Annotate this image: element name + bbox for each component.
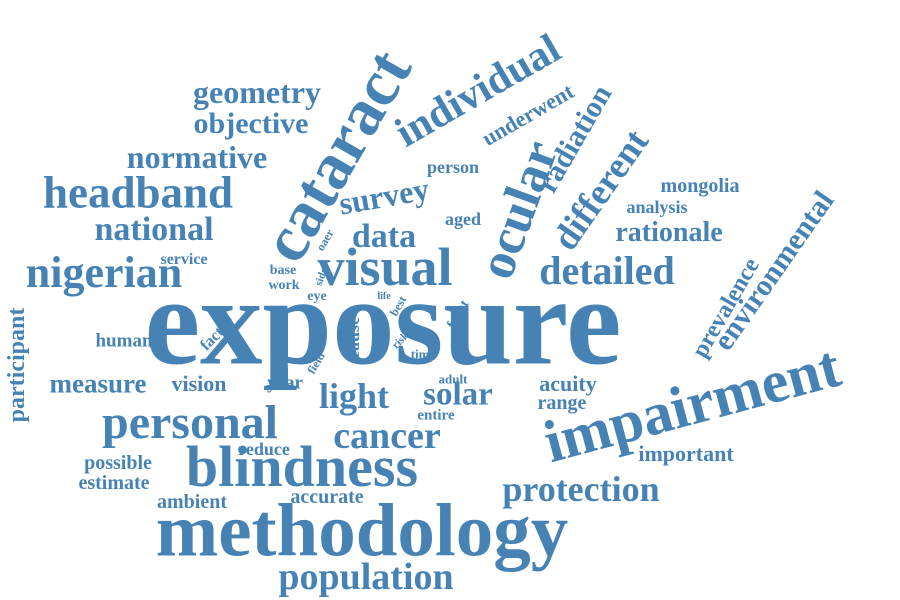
word-analysis: analysis [626,197,688,217]
word-life: life [377,291,391,302]
word-data: data [351,218,417,255]
word-blindness: blindness [185,434,419,499]
word-normative: normative [126,139,268,175]
word-geometry: geometry [193,74,321,110]
word-exposure: exposure [144,253,622,392]
word-measure: measure [49,368,147,399]
word-acuity: acuity [539,371,597,396]
word-base: base [269,263,297,278]
word-light: light [318,376,390,416]
word-objective: objective [193,107,309,140]
word-time: time [410,346,436,362]
word-service: service [160,251,208,268]
word-work: work [268,278,300,293]
word-methodology: methodology [155,489,569,573]
word-population: population [278,556,454,598]
word-accurate: accurate [290,486,364,508]
word-possible: possible [84,452,152,474]
word-cause: cause [343,317,363,359]
word-reduce: reduce [238,439,290,459]
word-aged: aged [445,209,481,229]
word-national: national [94,211,214,248]
word-solar: solar [423,376,493,413]
word-vision: vision [171,371,227,396]
word-headband: headband [42,167,234,218]
word-estimate: estimate [78,472,150,494]
word-human: human [95,330,153,352]
word-year: year [267,372,303,394]
word-protection: protection [502,469,660,509]
word-rationale: rationale [615,217,723,248]
word-ambient: ambient [157,491,227,513]
word-range: range [537,392,587,414]
word-adult: adult [438,371,468,387]
word-entire: entire [417,407,455,424]
word-nigerian: nigerian [25,248,183,297]
word-cancer: cancer [333,415,441,457]
word-important: important [638,441,734,466]
word-visual: visual [317,237,453,297]
word-participant: participant [4,307,30,423]
word-personal: personal [101,396,279,449]
word-person: person [426,157,480,177]
word-mongolia: mongolia [660,175,740,197]
word-detailed: detailed [539,248,675,293]
word-eye: eye [307,289,327,304]
